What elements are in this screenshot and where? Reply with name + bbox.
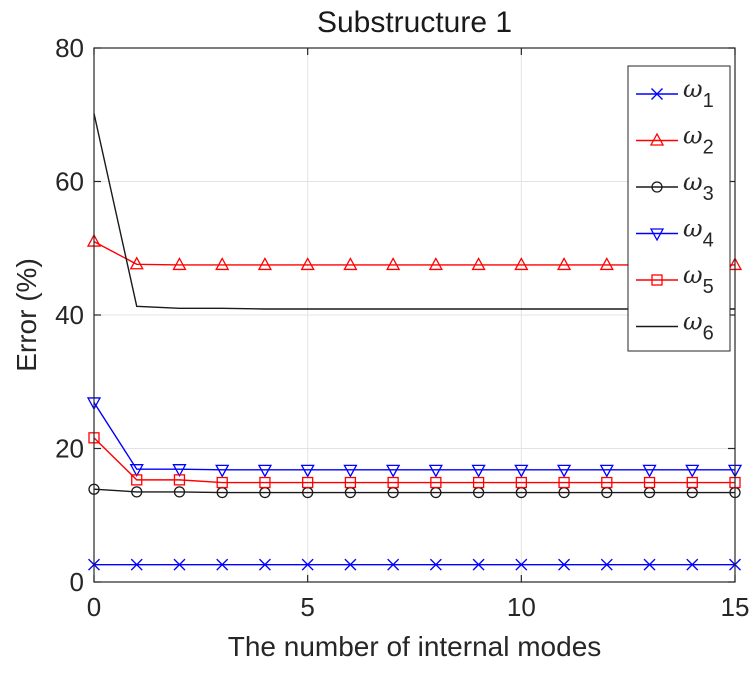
data-point-triangle-down xyxy=(599,464,614,478)
data-point-triangle-down xyxy=(471,464,486,478)
legend: ω1 ω2 ω3 ω4 ω5 ω6 xyxy=(627,65,731,352)
data-point-triangle-up xyxy=(649,132,665,146)
legend-box xyxy=(627,65,731,352)
x-tick-label: 10 xyxy=(507,592,536,622)
data-point-triangle-up xyxy=(471,257,486,271)
legend-entry: ω6 xyxy=(636,308,714,345)
y-axis-label: Error (%) xyxy=(11,258,42,372)
data-point-triangle-down xyxy=(556,464,572,478)
data-point-triangle-up xyxy=(556,257,572,271)
series-line xyxy=(93,437,735,484)
data-point-x-marker xyxy=(130,558,143,571)
data-point-square xyxy=(173,474,186,486)
data-point-square xyxy=(302,476,314,489)
legend-label: ω6 xyxy=(683,308,714,345)
legend-entry: ω2 xyxy=(636,122,714,159)
data-point-triangle-down xyxy=(514,464,529,478)
legend-label: ω4 xyxy=(683,215,714,252)
data-point-triangle-up xyxy=(300,257,315,271)
data-point-square xyxy=(344,476,357,489)
data-point-x-marker xyxy=(258,558,271,571)
y-tick-label: 80 xyxy=(55,33,84,63)
chart-title: Substructure 1 xyxy=(317,6,512,39)
data-point-circle xyxy=(173,486,186,498)
legend-entry: ω3 xyxy=(636,168,714,205)
data-point-square xyxy=(387,476,399,489)
data-point-triangle-down xyxy=(649,228,665,242)
data-point-triangle-up xyxy=(257,257,273,271)
data-point-x-marker xyxy=(429,558,442,571)
legend-label: ω1 xyxy=(683,75,714,112)
y-tick-label: 20 xyxy=(55,434,84,464)
legend-label: ω5 xyxy=(683,261,714,298)
series-line xyxy=(93,488,735,494)
data-point-triangle-down xyxy=(386,464,401,478)
data-point-triangle-up xyxy=(343,257,358,271)
data-point-x-marker xyxy=(173,558,186,571)
data-point-square xyxy=(601,476,613,489)
data-point-square xyxy=(515,476,527,489)
data-point-circle xyxy=(131,486,143,498)
data-point-triangle-up xyxy=(215,257,230,271)
legend-entry: ω1 xyxy=(636,75,714,112)
data-point-x-marker xyxy=(344,558,357,571)
data-point-circle xyxy=(651,181,663,193)
data-point-square xyxy=(651,274,663,286)
legend-entry: ω4 xyxy=(636,215,714,252)
legend-label: ω3 xyxy=(683,168,714,205)
x-tick-label: 0 xyxy=(87,592,101,622)
data-point-triangle-down xyxy=(172,464,187,478)
data-point-triangle-up xyxy=(129,256,144,270)
data-point-square xyxy=(259,476,271,489)
y-tick-label: 40 xyxy=(55,300,84,330)
legend-label: ω2 xyxy=(683,122,714,159)
data-point-triangle-up xyxy=(386,257,401,271)
axis-ticks: 0 5 10 15 0 20 40 60 80 xyxy=(55,33,749,622)
data-point-x-marker xyxy=(600,558,613,571)
data-point-triangle-down xyxy=(642,464,657,478)
data-point-triangle-up xyxy=(428,257,443,271)
data-point-square xyxy=(558,476,570,489)
data-point-triangle-up xyxy=(172,257,187,271)
series-line xyxy=(93,402,735,471)
y-tick-label: 60 xyxy=(55,167,84,197)
data-point-x-marker xyxy=(387,558,400,571)
data-point-x-marker xyxy=(301,558,314,571)
data-point-square xyxy=(472,476,485,489)
series-omega-4 xyxy=(86,397,743,478)
data-point-triangle-up xyxy=(599,257,614,271)
x-tick-label: 15 xyxy=(721,592,750,622)
data-point-triangle-up xyxy=(514,257,529,271)
x-tick-label: 5 xyxy=(300,592,314,622)
data-point-triangle-down xyxy=(129,464,144,478)
data-point-x-marker xyxy=(515,558,528,571)
data-point-x-marker xyxy=(558,558,571,571)
data-point-x-marker xyxy=(216,558,229,571)
data-point-triangle-down xyxy=(215,464,230,478)
data-point-square xyxy=(643,476,656,489)
data-point-x-marker xyxy=(651,88,663,100)
data-point-triangle-down xyxy=(343,464,358,478)
y-tick-label: 0 xyxy=(70,567,84,597)
data-point-triangle-down xyxy=(257,464,273,478)
data-point-triangle-down xyxy=(685,464,700,478)
legend-entry: ω5 xyxy=(636,261,714,298)
data-point-x-marker xyxy=(643,558,656,571)
data-point-x-marker xyxy=(686,558,699,571)
data-point-x-marker xyxy=(472,558,485,571)
data-point-square xyxy=(131,474,143,486)
data-point-triangle-down xyxy=(428,464,443,478)
data-point-square xyxy=(216,476,228,489)
x-axis-label: The number of internal modes xyxy=(228,631,602,662)
data-point-square xyxy=(686,476,698,489)
data-point-square xyxy=(430,476,442,489)
data-point-triangle-down xyxy=(300,464,315,478)
